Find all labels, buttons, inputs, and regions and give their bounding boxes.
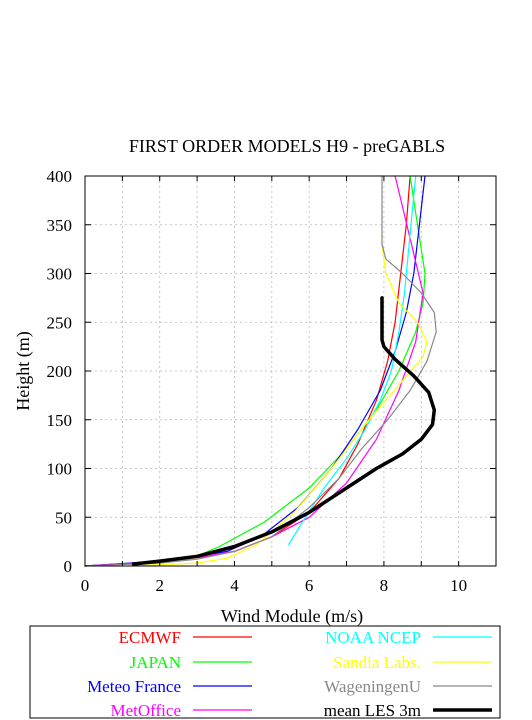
x-tick-label: 10 xyxy=(450,576,467,595)
legend-label-wageningenu: WageningenU xyxy=(324,677,421,696)
legend-label-sandia-labs: Sandia Labs. xyxy=(333,653,421,672)
x-tick-label: 0 xyxy=(81,576,90,595)
grid xyxy=(85,176,496,566)
series-line-metoffice xyxy=(84,175,424,567)
y-tick-label: 350 xyxy=(47,216,73,235)
legend-label-japan: JAPAN xyxy=(130,653,181,672)
y-tick-label: 100 xyxy=(47,460,73,479)
legend-label-ecmwf: ECMWF xyxy=(119,628,181,647)
series-line-mean-les-3m xyxy=(131,296,437,566)
y-tick-label: 50 xyxy=(55,508,72,527)
legend-box xyxy=(29,625,501,719)
series-line-wageningenu xyxy=(84,175,437,567)
x-tick-label: 8 xyxy=(380,576,389,595)
x-axis-label: Wind Module (m/s) xyxy=(221,606,363,627)
series-line-sandia-labs xyxy=(129,233,428,567)
y-tick-label: 300 xyxy=(47,265,73,284)
x-axis-ticks: 0 2 4 6 8 10 xyxy=(81,176,497,595)
y-axis-label: Height (m) xyxy=(13,331,34,410)
x-tick-label: 2 xyxy=(155,576,164,595)
y-tick-label: 150 xyxy=(47,411,73,430)
legend-label-metoffice: MetOffice xyxy=(111,701,182,720)
y-tick-label: 250 xyxy=(47,313,73,332)
y-tick-label: 200 xyxy=(47,362,73,381)
chart-title: FIRST ORDER MODELS H9 - preGABLS xyxy=(129,136,445,156)
legend-label-meteo-france: Meteo France xyxy=(87,677,181,696)
y-tick-label: 0 xyxy=(64,557,73,576)
legend: ECMWF JAPAN Meteo France MetOffice NOAA NCEP… xyxy=(87,628,492,720)
x-tick-label: 4 xyxy=(230,576,239,595)
legend-label-noaa-ncep: NOAA NCEP xyxy=(325,628,421,647)
y-tick-label: 400 xyxy=(47,167,73,186)
series-line-japan xyxy=(84,175,426,567)
series-line-noaa-ncep xyxy=(288,175,417,546)
x-tick-label: 6 xyxy=(305,576,314,595)
plot-area xyxy=(84,175,437,567)
legend-label-mean-les-3m: mean LES 3m xyxy=(324,701,421,720)
y-axis-ticks: 0 50 100 150 200 250 300 350 400 xyxy=(47,167,496,576)
